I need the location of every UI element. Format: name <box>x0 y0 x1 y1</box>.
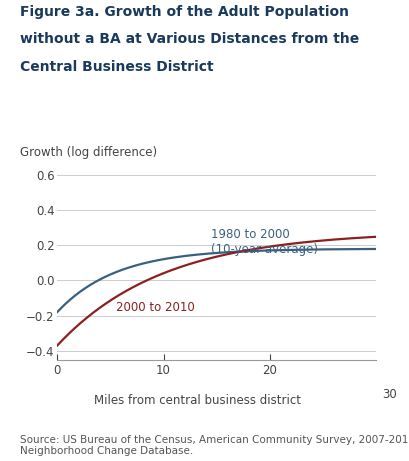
Text: 30: 30 <box>383 388 398 401</box>
Text: 2000 to 2010: 2000 to 2010 <box>116 301 195 314</box>
Text: Central Business District: Central Business District <box>20 60 214 74</box>
Text: 1980 to 2000
(10-year average): 1980 to 2000 (10-year average) <box>211 228 319 255</box>
Text: Figure 3a. Growth of the Adult Population: Figure 3a. Growth of the Adult Populatio… <box>20 5 349 18</box>
X-axis label: Miles from central business district: Miles from central business district <box>94 395 301 408</box>
Text: without a BA at Various Distances from the: without a BA at Various Distances from t… <box>20 32 360 46</box>
Text: Source: US Bureau of the Census, American Community Survey, 2007-2011,
Neighborh: Source: US Bureau of the Census, America… <box>20 435 409 456</box>
Text: Growth (log difference): Growth (log difference) <box>20 146 157 159</box>
